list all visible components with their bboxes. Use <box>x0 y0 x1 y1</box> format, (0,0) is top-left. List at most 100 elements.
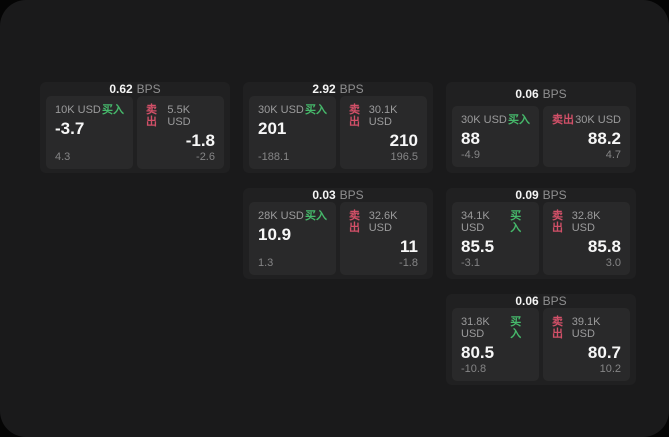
card-header: 0.62 BPS <box>40 82 230 96</box>
sell-price: 11 <box>400 237 418 256</box>
sell-price: 88.2 <box>587 129 621 148</box>
bps-value: 2.92 <box>312 82 336 96</box>
buy-price: 201 <box>258 119 287 138</box>
sell-price: 80.7 <box>587 343 621 362</box>
card-header: 2.92 BPS <box>243 82 433 96</box>
quote-panels: 28K USD 买入 10.9 1.3 卖出 32.6K USD 11 -1.8 <box>243 202 433 279</box>
buy-sub-value: -3.1 <box>461 257 480 269</box>
quote-card: 0.62 BPS 10K USD 买入 -3.7 4.3 卖出 5.5K USD… <box>40 82 230 173</box>
buy-panel-top: 30K USD 买入 <box>258 104 327 116</box>
buy-sub-value: 1.3 <box>258 257 274 269</box>
buy-amount: 28K USD <box>258 210 304 222</box>
card-header: 0.06 BPS <box>446 294 636 308</box>
buy-sub-value: -4.9 <box>461 149 480 161</box>
sell-panel-top: 卖出 32.6K USD <box>349 210 418 234</box>
buy-price: 85.5 <box>461 237 495 256</box>
bps-value: 0.06 <box>515 87 539 101</box>
quote-card: 0.09 BPS 34.1K USD 买入 85.5 -3.1 卖出 32.8K… <box>446 188 636 279</box>
sell-amount: 32.8K USD <box>571 210 601 234</box>
quote-card: 0.06 BPS 31.8K USD 买入 80.5 -10.8 卖出 39.1… <box>446 294 636 385</box>
sell-label: 卖出 <box>552 316 563 340</box>
buy-panel[interactable]: 10K USD 买入 -3.7 4.3 <box>46 96 133 169</box>
bps-value: 0.06 <box>515 294 539 308</box>
buy-panel[interactable]: 30K USD 买入 201 -188.1 <box>249 96 336 169</box>
sell-panel-top: 卖出 5.5K USD <box>146 104 215 128</box>
buy-amount: 31.8K USD <box>461 316 490 340</box>
sell-panel[interactable]: 卖出 32.8K USD 85.8 3.0 <box>543 202 630 275</box>
buy-panel-top: 30K USD 买入 <box>461 114 530 126</box>
buy-label: 买入 <box>510 210 522 234</box>
sell-amount: 30K USD <box>575 114 621 126</box>
sell-panel-top: 卖出 39.1K USD <box>552 316 621 340</box>
card-header: 0.03 BPS <box>243 188 433 202</box>
sell-panel[interactable]: 卖出 30K USD 88.2 4.7 <box>543 106 630 167</box>
sell-price: 85.8 <box>587 237 621 256</box>
buy-amount: 10K USD <box>55 104 101 116</box>
sell-sub-value: -1.8 <box>399 257 418 269</box>
sell-label: 卖出 <box>349 104 360 128</box>
sell-amount: 30.1K USD <box>368 104 398 128</box>
buy-panel[interactable]: 31.8K USD 买入 80.5 -10.8 <box>452 308 539 381</box>
buy-label: 买入 <box>102 104 124 116</box>
sell-amount: 39.1K USD <box>571 316 601 340</box>
sell-label: 卖出 <box>552 114 574 126</box>
buy-price: 88 <box>461 129 480 148</box>
quote-card: 2.92 BPS 30K USD 买入 201 -188.1 卖出 30.1K … <box>243 82 433 173</box>
sell-amount: 32.6K USD <box>368 210 398 234</box>
quote-panels: 30K USD 买入 201 -188.1 卖出 30.1K USD 210 1… <box>243 96 433 173</box>
buy-panel-top: 28K USD 买入 <box>258 210 327 222</box>
buy-amount: 30K USD <box>461 114 507 126</box>
sell-panel[interactable]: 卖出 39.1K USD 80.7 10.2 <box>543 308 630 381</box>
buy-panel[interactable]: 28K USD 买入 10.9 1.3 <box>249 202 336 275</box>
bps-unit-label: BPS <box>339 188 364 202</box>
quote-panels: 30K USD 买入 88 -4.9 卖出 30K USD 88.2 4.7 <box>446 106 636 173</box>
buy-amount: 34.1K USD <box>461 210 490 234</box>
sell-panel-top: 卖出 30K USD <box>552 114 621 126</box>
bps-unit-label: BPS <box>136 82 161 96</box>
buy-panel-top: 34.1K USD 买入 <box>461 210 530 234</box>
buy-panel-top: 10K USD 买入 <box>55 104 124 116</box>
quote-card: 0.03 BPS 28K USD 买入 10.9 1.3 卖出 32.6K US… <box>243 188 433 279</box>
quote-card: 0.06 BPS 30K USD 买入 88 -4.9 卖出 30K USD 8… <box>446 82 636 173</box>
buy-sub-value: -10.8 <box>461 363 487 375</box>
cards-grid: 0.62 BPS 10K USD 买入 -3.7 4.3 卖出 5.5K USD… <box>40 82 636 385</box>
bps-value: 0.09 <box>515 188 539 202</box>
bps-value: 0.03 <box>312 188 336 202</box>
sell-price: -1.8 <box>185 131 215 150</box>
sell-panel[interactable]: 卖出 32.6K USD 11 -1.8 <box>340 202 427 275</box>
buy-sub-value: 4.3 <box>55 151 71 163</box>
sell-panel[interactable]: 卖出 30.1K USD 210 196.5 <box>340 96 427 169</box>
buy-label: 买入 <box>510 316 522 340</box>
bps-unit-label: BPS <box>542 87 567 101</box>
buy-panel-top: 31.8K USD 买入 <box>461 316 530 340</box>
sell-panel-top: 卖出 32.8K USD <box>552 210 621 234</box>
buy-label: 买入 <box>508 114 530 126</box>
sell-panel[interactable]: 卖出 5.5K USD -1.8 -2.6 <box>137 96 224 169</box>
sell-sub-value: 10.2 <box>599 363 621 375</box>
sell-amount: 5.5K USD <box>167 104 191 128</box>
sell-sub-value: 4.7 <box>605 149 621 161</box>
buy-panel[interactable]: 34.1K USD 买入 85.5 -3.1 <box>452 202 539 275</box>
bps-unit-label: BPS <box>542 294 567 308</box>
buy-price: -3.7 <box>55 119 85 138</box>
sell-price: 210 <box>389 131 418 150</box>
quote-panels: 34.1K USD 买入 85.5 -3.1 卖出 32.8K USD 85.8… <box>446 202 636 279</box>
buy-label: 买入 <box>305 210 327 222</box>
sell-label: 卖出 <box>552 210 563 234</box>
buy-price: 10.9 <box>258 225 292 244</box>
sell-panel-top: 卖出 30.1K USD <box>349 104 418 128</box>
quote-panels: 10K USD 买入 -3.7 4.3 卖出 5.5K USD -1.8 -2.… <box>40 96 230 173</box>
card-header: 0.09 BPS <box>446 188 636 202</box>
sell-label: 卖出 <box>349 210 360 234</box>
bps-unit-label: BPS <box>339 82 364 96</box>
bps-unit-label: BPS <box>542 188 567 202</box>
buy-panel[interactable]: 30K USD 买入 88 -4.9 <box>452 106 539 167</box>
card-header: 0.06 BPS <box>446 82 636 106</box>
buy-label: 买入 <box>305 104 327 116</box>
sell-sub-value: -2.6 <box>196 151 215 163</box>
sell-label: 卖出 <box>146 104 157 128</box>
bps-value: 0.62 <box>109 82 133 96</box>
buy-amount: 30K USD <box>258 104 304 116</box>
quote-panels: 31.8K USD 买入 80.5 -10.8 卖出 39.1K USD 80.… <box>446 308 636 385</box>
